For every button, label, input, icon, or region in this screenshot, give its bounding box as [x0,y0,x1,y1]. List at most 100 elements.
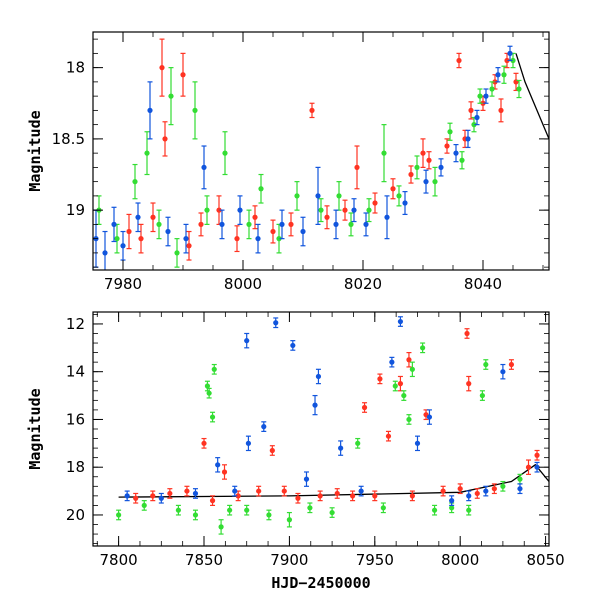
bottom-point-s0-31 [534,449,540,461]
top-point-s0-4 [162,121,168,157]
top-point-s0-18 [390,178,396,200]
bottom-point-s0-26 [466,375,472,392]
data-point [290,342,296,349]
data-point [479,392,485,399]
bottom-x-tick-label: 7850 [185,551,223,569]
top-point-s2-12 [279,209,285,240]
top-point-s0-13 [309,102,315,119]
bottom-point-s0-18 [385,430,392,442]
data-point [489,86,495,92]
bottom-point-s1-8 [218,519,224,535]
top-point-s2-15 [333,209,339,240]
top-point-s0-1 [138,223,144,254]
bottom-point-s0-11 [295,492,301,504]
bottom-point-s0-7 [235,490,241,502]
data-point [270,228,276,235]
data-point [449,505,455,511]
bottom-point-s0-14 [349,490,356,502]
top-point-s1-7 [192,81,198,140]
data-point [477,93,483,99]
top-point-s1-27 [501,65,507,84]
top-point-s0-11 [270,219,276,244]
data-point [390,186,396,192]
bottom-point-s2-24 [534,461,540,473]
top-point-s2-1 [102,230,108,270]
data-point [385,433,392,439]
data-point [500,483,506,489]
data-point [192,107,198,113]
data-point [273,320,279,326]
data-point [501,72,507,78]
data-point [324,214,330,220]
top-point-s2-11 [255,223,261,254]
bottom-point-s1-14 [329,507,335,518]
data-point [466,493,472,499]
bottom-point-s0-8 [256,485,262,497]
bottom-point-s0-5 [209,495,216,507]
top-point-s1-29 [516,79,522,99]
data-point [158,495,164,501]
top-point-s1-13 [294,181,300,211]
bottom-point-s2-20 [466,490,472,502]
data-point [449,498,455,504]
top-x-tick-label: 8020 [344,275,382,293]
data-point [303,476,310,482]
data-point [312,402,318,408]
data-point [465,136,471,142]
bottom-point-s1-17 [392,380,398,392]
bottom-point-s1-7 [211,363,217,375]
data-point [380,505,386,511]
data-point [447,129,453,135]
top-y-axis-title: Magnitude [26,110,44,191]
top-point-s1-4 [156,209,162,240]
bottom-point-s1-3 [192,509,199,521]
data-point [167,490,173,497]
data-point [227,507,233,513]
data-point [354,164,360,170]
data-point [180,72,186,78]
bottom-point-s0-24 [457,483,463,495]
data-point [431,507,438,513]
data-point [483,488,489,494]
bottom-point-s1-9 [227,504,233,516]
data-point [318,207,324,213]
data-point [466,507,472,513]
bottom-point-s1-12 [286,511,293,528]
data-point [192,512,199,518]
top-point-s1-23 [459,151,465,170]
bottom-point-s1-5 [206,387,212,399]
data-point [204,383,211,389]
data-point [498,107,504,113]
bottom-point-s2-21 [483,485,489,497]
data-point [420,345,426,351]
data-point [174,250,180,256]
data-point [120,243,126,249]
data-point [406,357,412,363]
data-point [440,488,446,494]
top-point-s2-9 [219,209,225,240]
top-point-s0-29 [504,52,510,69]
data-point [402,200,408,206]
data-point [351,207,357,213]
data-point [175,507,181,513]
data-point [150,493,156,499]
data-point [401,392,407,399]
bottom-point-s0-17 [377,373,383,385]
bottom-point-s0-3 [184,485,190,497]
data-point [406,416,412,423]
data-point [534,464,540,470]
bottom-point-s2-3 [215,457,221,473]
top-x-tick-label: 7980 [104,275,142,293]
data-point [258,186,264,192]
bottom-point-s1-6 [209,411,216,423]
data-point [397,381,404,387]
data-point [244,507,250,513]
bottom-point-s0-30 [525,459,532,475]
data-point [165,228,171,235]
data-point [389,359,395,365]
data-point [211,366,217,372]
data-point [342,207,348,213]
data-point [222,150,228,156]
data-point [409,493,415,499]
bottom-y-tick-label: 18 [66,458,85,476]
